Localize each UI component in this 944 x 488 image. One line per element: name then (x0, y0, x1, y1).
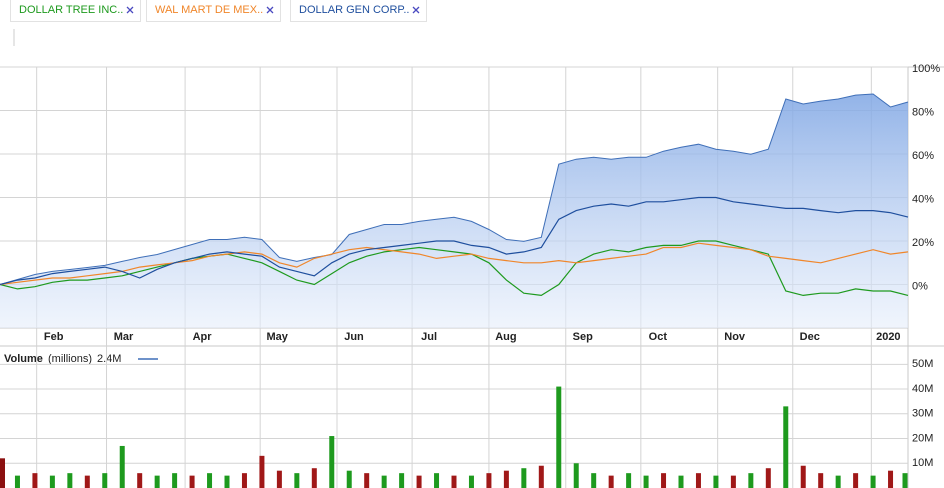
volume-bar (573, 463, 579, 488)
volume-bar (154, 475, 160, 488)
volume-title: Volume (4, 353, 43, 365)
volume-bar (695, 473, 701, 488)
volume-bar (608, 475, 614, 488)
x-tick-label: Nov (724, 331, 746, 343)
volume-bar (626, 473, 632, 488)
volume-bar (32, 473, 38, 488)
volume-bar (49, 475, 55, 488)
volume-bar (661, 473, 667, 488)
volume-bar (294, 473, 300, 488)
y-tick-label: 50M (912, 358, 933, 370)
volume-bar (172, 473, 178, 488)
volume-current: 2.4M (97, 353, 121, 365)
volume-bar (870, 475, 876, 488)
area-fill (0, 94, 908, 328)
y-tick-label: 20M (912, 432, 933, 444)
y-tick-label: 30M (912, 408, 933, 420)
volume-bar (241, 473, 247, 488)
series-line (0, 196, 909, 286)
volume-bar (853, 473, 859, 488)
volume-bar (451, 475, 457, 488)
volume-bar (818, 473, 824, 488)
volume-bar (102, 473, 108, 488)
y-tick-label: 40% (912, 193, 934, 205)
x-tick-label: Aug (495, 331, 516, 343)
legend-tab[interactable]: DOLLAR TREE INC.. (10, 0, 142, 22)
volume-bar (888, 470, 894, 488)
area-line (0, 93, 909, 285)
volume-bar (713, 475, 719, 488)
legend-tab[interactable]: DOLLAR GEN CORP.. (290, 0, 428, 22)
volume-bar (137, 473, 143, 488)
volume-bar (434, 473, 440, 488)
volume-bar (538, 465, 544, 488)
remove-icon[interactable] (126, 6, 134, 14)
volume-bar (381, 475, 387, 488)
volume-bar (503, 470, 509, 488)
volume-bar (311, 468, 317, 488)
volume-bar (67, 473, 73, 488)
y-tick-label: 80% (912, 106, 934, 118)
volume-bar (521, 468, 527, 488)
legend-label: WAL MART DE MEX.. (155, 4, 264, 16)
volume-bar (468, 475, 474, 488)
x-tick-label: 2020 (876, 331, 900, 343)
volume-bar (346, 470, 352, 488)
x-tick-label: Oct (649, 331, 668, 343)
volume-bar (399, 473, 405, 488)
x-tick-label: Apr (193, 331, 213, 343)
volume-bar (416, 475, 422, 488)
x-tick-label: Dec (800, 331, 820, 343)
volume-bar (835, 475, 841, 488)
y-tick-label: 60% (912, 150, 934, 162)
x-tick-label: Mar (114, 331, 134, 343)
y-tick-label: 20% (912, 237, 934, 249)
volume-bar (902, 473, 908, 488)
volume-bar (14, 475, 20, 488)
volume-bar (678, 475, 684, 488)
x-tick-label: May (266, 331, 288, 343)
volume-bar (591, 473, 597, 488)
volume-bar (800, 465, 806, 488)
volume-bar (189, 475, 195, 488)
volume-bar (486, 473, 492, 488)
y-tick-label: 100% (912, 63, 940, 75)
volume-unit: (millions) (48, 353, 92, 365)
volume-bar (730, 475, 736, 488)
grid (0, 66, 908, 488)
volume-bar (783, 406, 789, 488)
volume-bar (329, 436, 335, 488)
volume-bar (0, 458, 5, 488)
volume-bar (276, 470, 282, 488)
volume-bar (556, 386, 562, 488)
x-tick-label: Sep (573, 331, 593, 343)
legend-tab[interactable]: WAL MART DE MEX.. (146, 0, 282, 22)
legend-label: DOLLAR TREE INC.. (19, 4, 124, 16)
remove-icon[interactable] (412, 6, 420, 14)
x-tick-label: Jul (421, 331, 437, 343)
legend-label: DOLLAR GEN CORP.. (299, 4, 410, 16)
y-tick-label: 10M (912, 457, 933, 469)
volume-bar (119, 445, 125, 488)
volume-bar (364, 473, 370, 488)
x-tick-label: Feb (44, 331, 64, 343)
remove-icon[interactable] (266, 6, 274, 14)
x-tick-label: Jun (344, 331, 364, 343)
volume-bar (748, 473, 754, 488)
volume-bar (224, 475, 230, 488)
series-line (0, 242, 909, 286)
volume-bar (84, 475, 90, 488)
y-tick-label: 40M (912, 383, 933, 395)
volume-bar (259, 455, 265, 488)
y-tick-label: 0% (912, 280, 928, 292)
volume-bar (765, 468, 771, 488)
series-line (0, 240, 909, 297)
volume-bar (207, 473, 213, 488)
volume-bar (643, 475, 649, 488)
